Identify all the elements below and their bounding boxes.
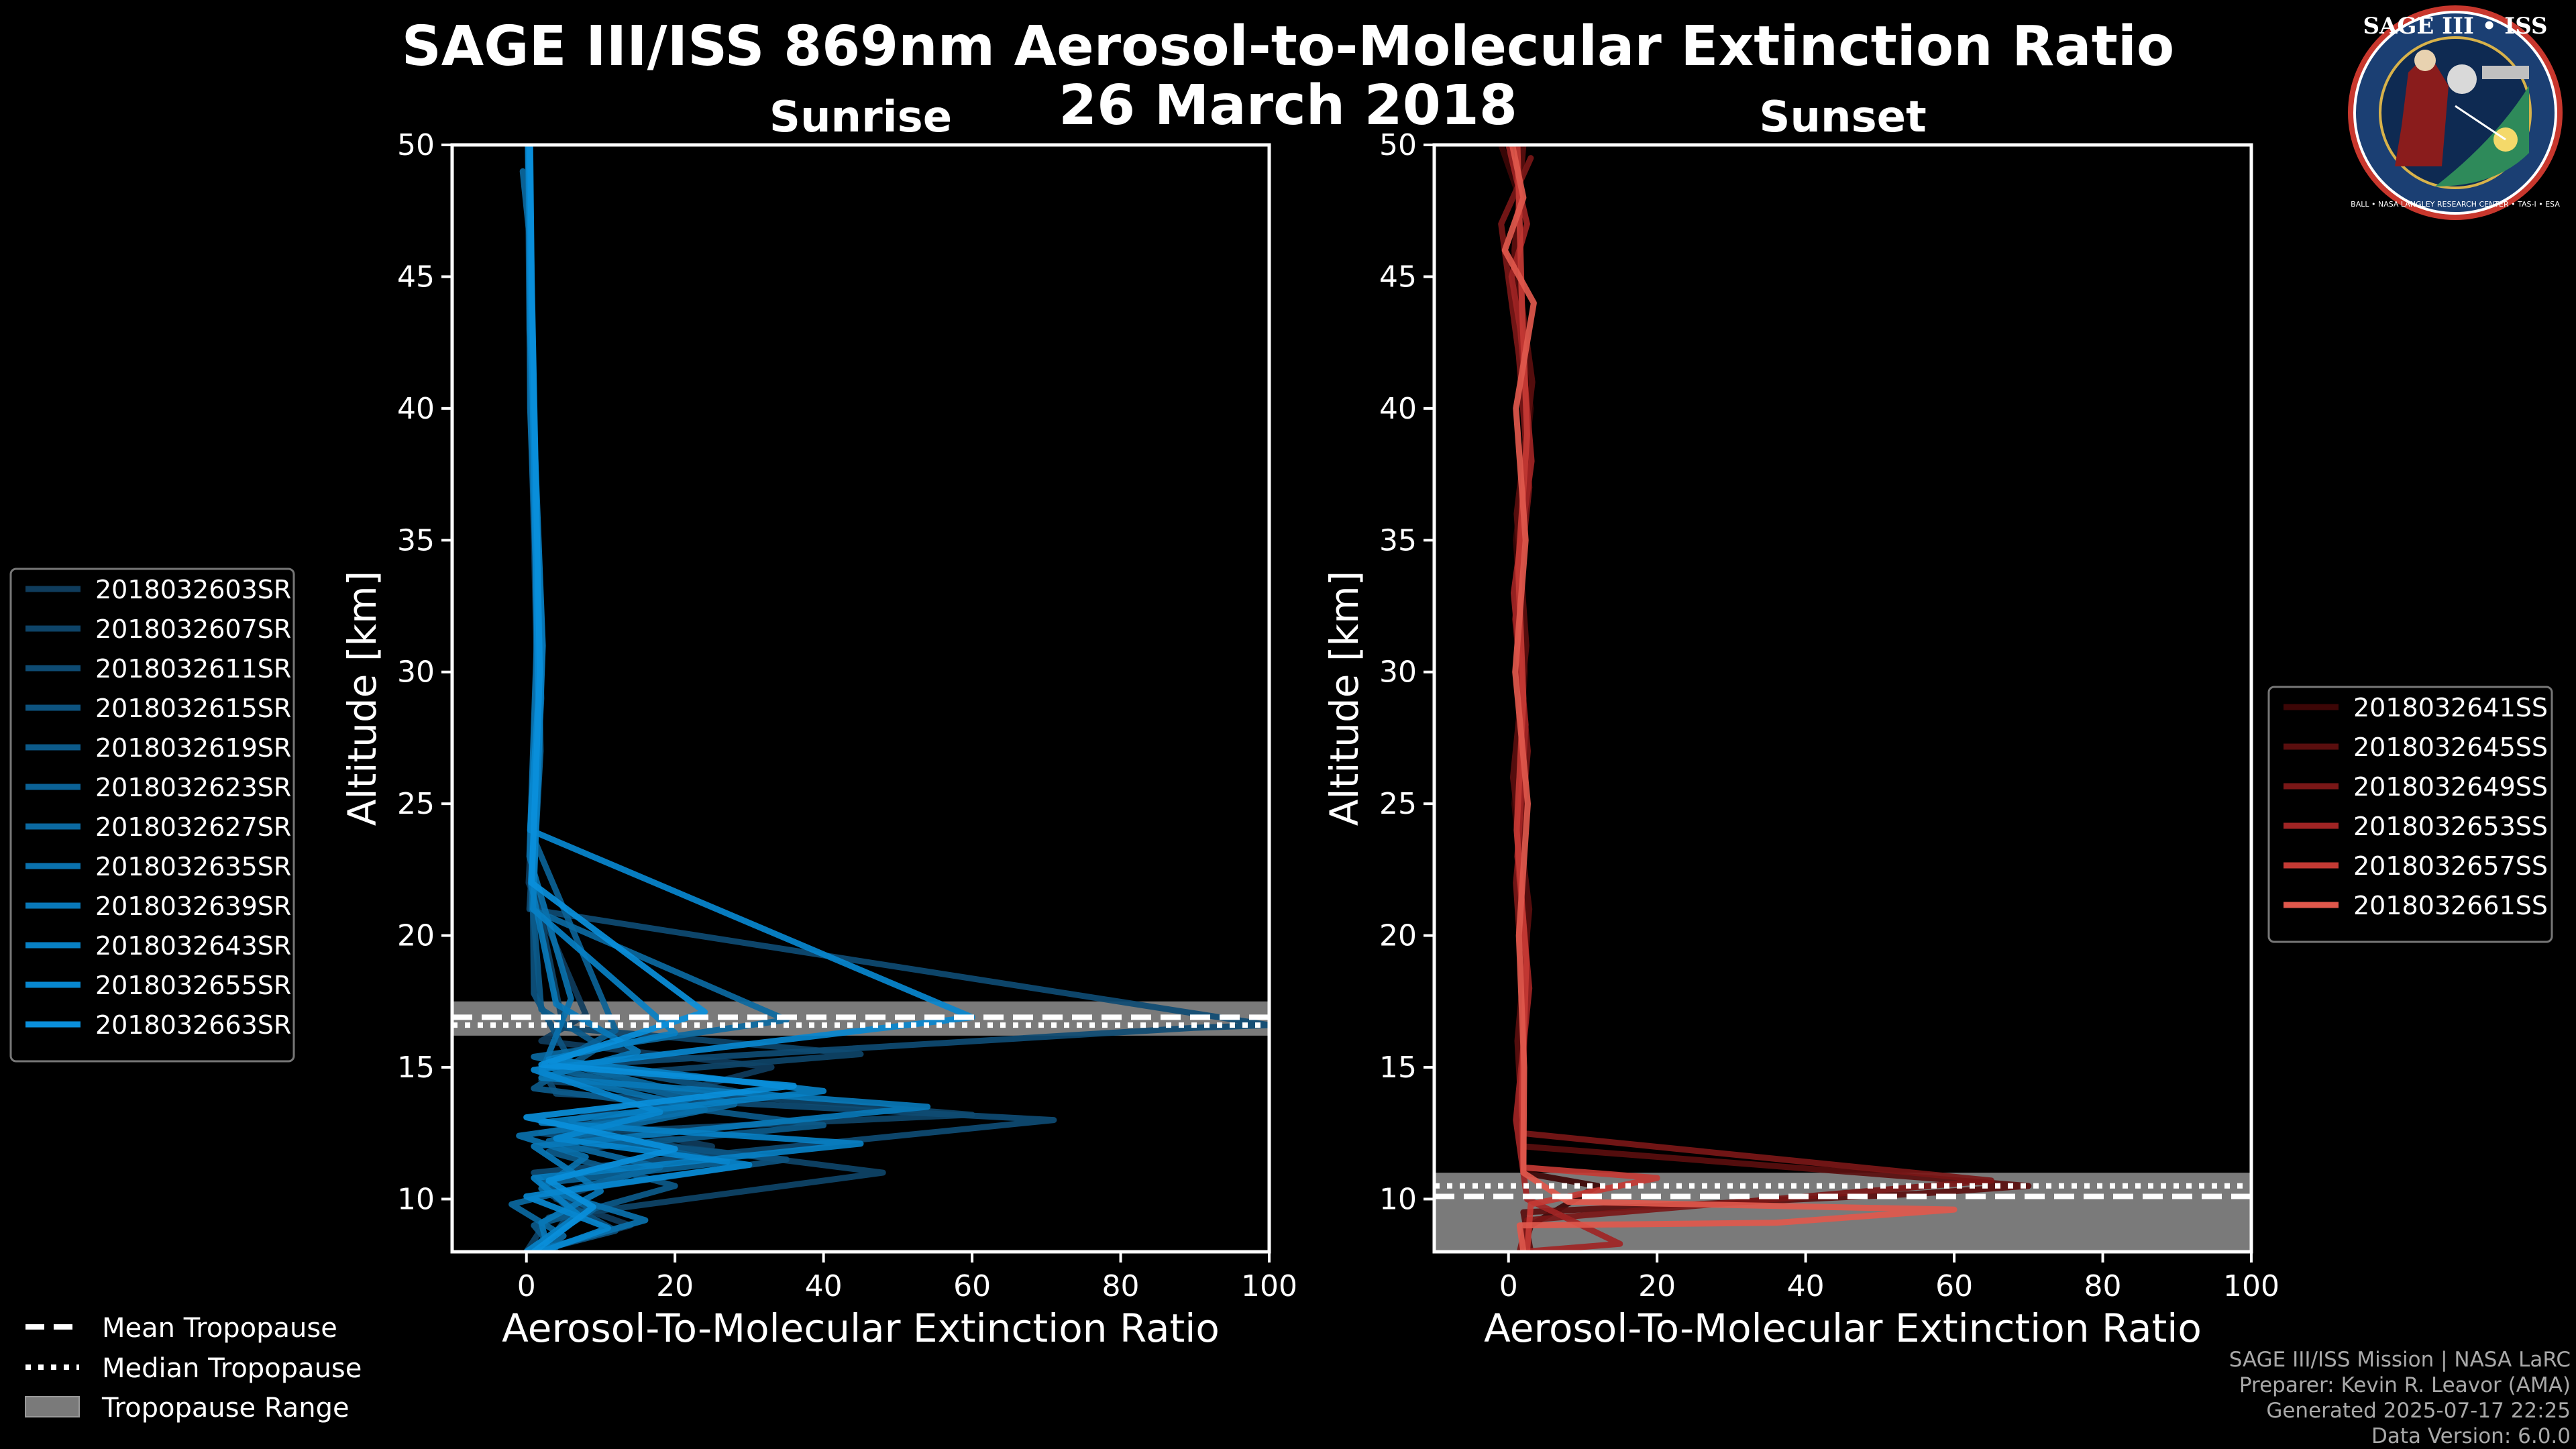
plot-frame-sunset <box>1432 143 2253 1254</box>
legend-sunset: 2018032641SS 2018032645SS 2018032649SS 2018… <box>2267 686 2553 943</box>
median-tropopause-label: Median Tropopause <box>102 1353 362 1384</box>
axis-ticks-sunrise: 0 20 40 60 80 100 10 15 20 25 30 35 40 45 50 <box>397 128 1297 1303</box>
series-line-2018032663SR <box>523 145 797 1252</box>
legend-box <box>2267 686 2553 943</box>
y-tick-label: 25 <box>1379 787 1417 821</box>
legend-sunrise: 2018032603SR 2018032607SR 2018032611SR 2018… <box>9 568 295 1063</box>
y-axis-label-sunrise: Altitude [km] <box>339 571 385 826</box>
y-tick-label: 40 <box>397 392 435 426</box>
legend-box <box>9 568 295 1063</box>
legend-entry-label: 2018032627SR <box>95 812 291 842</box>
y-tick-label: 30 <box>1379 655 1417 690</box>
logo-ring-text: BALL • NASA LANGLEY RESEARCH CENTER • TA… <box>2351 200 2560 209</box>
x-axis-label-sunrise: Aerosol-To-Molecular Extinction Ratio <box>502 1305 1220 1351</box>
x-tick-label: 60 <box>953 1269 991 1303</box>
figure-title-line1: SAGE III/ISS 869nm Aerosol-to-Molecular … <box>401 15 2175 78</box>
y-tick-label: 25 <box>397 787 435 821</box>
x-tick-label: 40 <box>1787 1269 1825 1303</box>
legend-entry-label: 2018032635SR <box>95 852 291 881</box>
x-tick-label: 20 <box>656 1269 694 1303</box>
y-tick-label: 30 <box>397 655 435 690</box>
panel-title-sunrise: Sunrise <box>769 93 952 142</box>
legend-entry-label: 2018032615SR <box>95 694 291 723</box>
y-tick-label: 15 <box>397 1051 435 1085</box>
y-tick-label: 10 <box>397 1182 435 1216</box>
legend-entry-label: 2018032639SR <box>95 892 291 921</box>
figure-title-line2: 26 March 2018 <box>1059 74 1517 138</box>
y-tick-label: 15 <box>1379 1051 1417 1085</box>
legend-entry-label: 2018032653SS <box>2353 812 2548 841</box>
x-tick-label: 0 <box>1499 1269 1518 1303</box>
tropopause-range-swatch <box>25 1396 80 1417</box>
plot-lines-sunrise <box>452 145 1269 1252</box>
y-tick-label: 35 <box>1379 523 1417 557</box>
x-tick-label: 0 <box>517 1269 536 1303</box>
legend-entry-label: 2018032663SR <box>95 1010 291 1040</box>
legend-entry-label: 2018032611SR <box>95 654 291 684</box>
panel-title-sunset: Sunset <box>1759 93 1926 142</box>
x-axis-label-sunset: Aerosol-To-Molecular Extinction Ratio <box>1484 1305 2202 1351</box>
legend-entry-label: 2018032655SR <box>95 971 291 1000</box>
credits-block: SAGE III/ISS Mission | NASA LaRC Prepare… <box>2229 1347 2571 1449</box>
credits-line3: Generated 2025-07-17 22:25 <box>2266 1399 2571 1423</box>
y-tick-label: 40 <box>1379 392 1417 426</box>
legend-entry-label: 2018032645SS <box>2353 733 2548 762</box>
y-tick-label: 20 <box>397 919 435 953</box>
y-tick-label: 45 <box>397 260 435 294</box>
legend-entry-label: 2018032657SS <box>2353 851 2548 881</box>
y-tick-label: 20 <box>1379 919 1417 953</box>
legend-entry-label: 2018032619SR <box>95 733 291 763</box>
x-tick-label: 80 <box>1102 1269 1140 1303</box>
y-tick-label: 10 <box>1379 1182 1417 1216</box>
plot-frame-sunrise <box>450 143 1271 1254</box>
plot-lines-sunset <box>1434 145 2251 1252</box>
x-tick-label: 40 <box>805 1269 843 1303</box>
y-tick-label: 45 <box>1379 260 1417 294</box>
panel-sunset: Sunset 0 20 40 60 80 100 10 15 20 25 30 35 40 45 50 Ae… <box>1322 93 2279 1351</box>
x-tick-label: 80 <box>2084 1269 2122 1303</box>
credits-line4: Data Version: 6.0.0 <box>2371 1424 2571 1448</box>
series-line-2018032661SS <box>1501 145 1957 1252</box>
logo-top-text: SAGE III • ISS <box>2363 13 2547 40</box>
y-tick-label: 50 <box>1379 128 1417 162</box>
legend-entry-label: 2018032607SR <box>95 614 291 644</box>
legend-entry-label: 2018032643SR <box>95 931 291 961</box>
panel-sunrise: Sunrise 0 20 40 60 80 100 10 15 20 25 30 35 40 45 50 A… <box>339 93 1297 1351</box>
x-tick-label: 100 <box>1241 1269 1297 1303</box>
y-tick-label: 35 <box>397 523 435 557</box>
legend-entry-label: 2018032661SS <box>2353 891 2548 920</box>
legend-entry-label: 2018032603SR <box>95 575 291 604</box>
mean-tropopause-label: Mean Tropopause <box>102 1313 337 1344</box>
sage-iii-iss-logo: SAGE III • ISS BALL • NASA LANGLEY RESEA… <box>2348 5 2563 220</box>
tropopause-range-label: Tropopause Range <box>101 1393 350 1424</box>
x-tick-label: 60 <box>1935 1269 1973 1303</box>
credits-line2: Preparer: Kevin R. Leavor (AMA) <box>2239 1373 2571 1397</box>
tropopause-legend: Mean Tropopause Median Tropopause Tropop… <box>25 1313 362 1424</box>
legend-entry-label: 2018032649SS <box>2353 772 2548 802</box>
legend-entry-label: 2018032623SR <box>95 773 291 802</box>
axis-ticks-sunset: 0 20 40 60 80 100 10 15 20 25 30 35 40 45 50 <box>1379 128 2279 1303</box>
x-tick-label: 100 <box>2223 1269 2279 1303</box>
legend-entry-label: 2018032641SS <box>2353 693 2548 722</box>
y-tick-label: 50 <box>397 128 435 162</box>
credits-line1: SAGE III/ISS Mission | NASA LaRC <box>2229 1348 2571 1372</box>
y-axis-label-sunset: Altitude [km] <box>1322 571 1367 826</box>
x-tick-label: 20 <box>1638 1269 1676 1303</box>
